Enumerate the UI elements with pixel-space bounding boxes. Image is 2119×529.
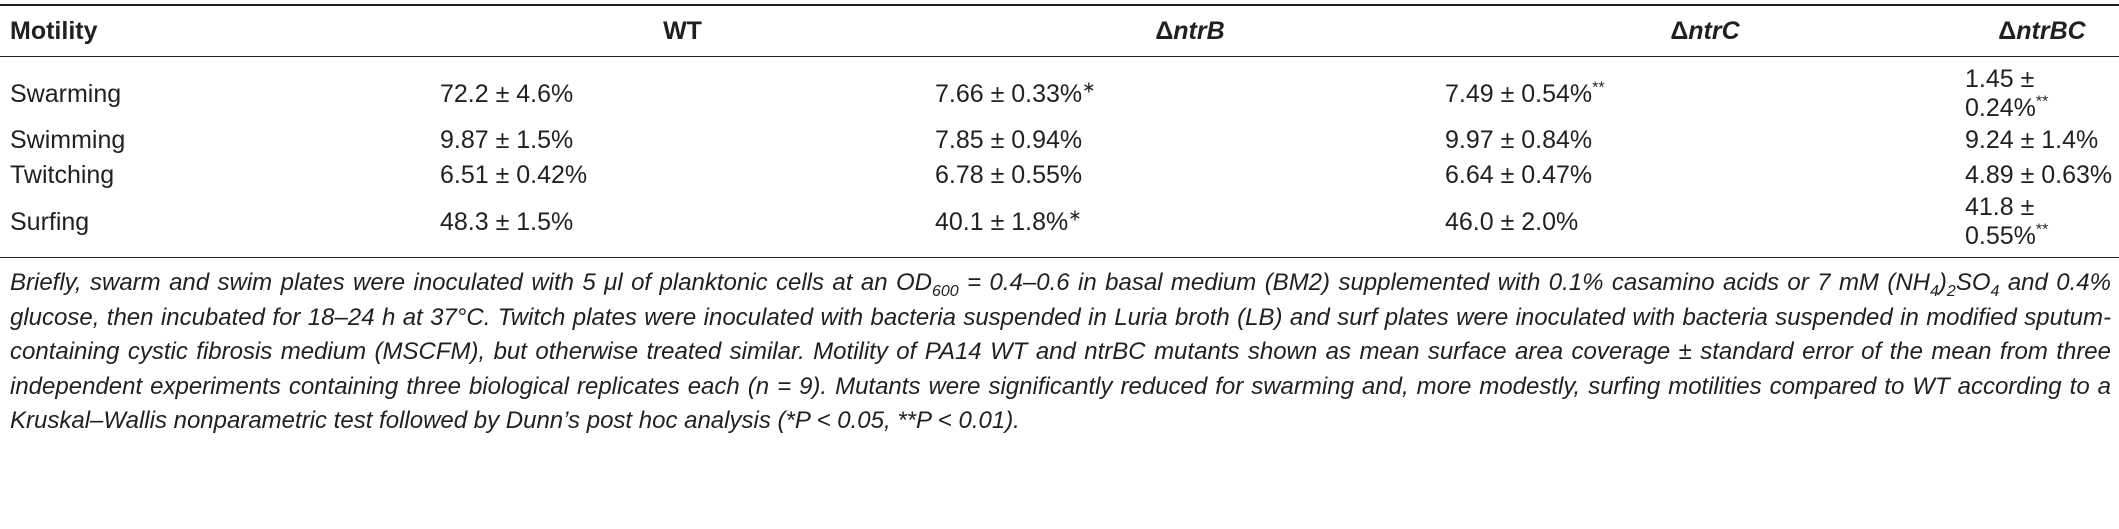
- header-symbol: Δ: [1155, 16, 1174, 45]
- cell-text: 40.1 ± 1.8%: [935, 207, 1069, 236]
- table-row: Surfing 48.3 ± 1.5% 40.1 ± 1.8%∗ 46.0 ± 2.0…: [0, 193, 2119, 258]
- cell: 7.49 ± 0.54%**: [1445, 57, 1965, 124]
- footnote-text: = 0.4–0.6 in basal medium (BM2) suppleme…: [958, 269, 1930, 296]
- cell-text: 46.0 ± 2.0%: [1445, 207, 1579, 236]
- row-label: Swarming: [0, 57, 430, 124]
- column-header: Motility: [0, 5, 430, 57]
- cell-text: 9.97 ± 0.84%: [1445, 126, 1593, 154]
- row-label: Twitching: [0, 158, 430, 193]
- cell-text: 72.2 ± 4.6%: [440, 79, 574, 108]
- cell-text: 4.89 ± 0.63%: [1965, 161, 2113, 189]
- significance-mark: ∗: [1068, 207, 1082, 225]
- subscript: 4: [1990, 282, 2000, 300]
- table-row: Swarming 72.2 ± 4.6% 7.66 ± 0.33%∗ 7.49 ± 0…: [0, 57, 2119, 124]
- cell-text: Swimming: [10, 126, 126, 154]
- header-text: Motility: [10, 16, 98, 45]
- data-table: Motility WT ΔntrB ΔntrC ΔntrBC Swarming 72.2 …: [0, 4, 2119, 258]
- subscript: 600: [931, 282, 959, 300]
- cell: 48.3 ± 1.5%: [430, 193, 935, 258]
- cell-text: 9.87 ± 1.5%: [440, 126, 574, 154]
- cell: 6.64 ± 0.47%: [1445, 158, 1965, 193]
- cell-text: 7.66 ± 0.33%: [935, 79, 1083, 108]
- significance-mark: ∗: [1082, 79, 1096, 97]
- cell: 7.66 ± 0.33%∗: [935, 57, 1445, 124]
- column-header: ΔntrB: [935, 5, 1445, 57]
- significance-mark: **: [2035, 221, 2049, 239]
- footnote-text: and 0.4% glucose, then incubated for 18–…: [10, 269, 2111, 434]
- cell: 6.51 ± 0.42%: [430, 158, 935, 193]
- column-header: ΔntrC: [1445, 5, 1965, 57]
- header-gene: ntrB: [1173, 16, 1225, 45]
- cell: 7.85 ± 0.94%: [935, 123, 1445, 158]
- header-gene: ntrC: [1688, 16, 1740, 45]
- subscript: 2: [1946, 282, 1956, 300]
- cell: 1.45 ± 0.24%**: [1965, 57, 2119, 124]
- cell: 9.24 ± 1.4%: [1965, 123, 2119, 158]
- cell-text: Twitching: [10, 161, 115, 189]
- cell-text: Surfing: [10, 207, 90, 236]
- row-label: Surfing: [0, 193, 430, 258]
- footnote-text: Briefly, swarm and swim plates were inoc…: [10, 269, 932, 296]
- cell: 41.8 ± 0.55%**: [1965, 193, 2119, 258]
- row-label: Swimming: [0, 123, 430, 158]
- header-row: Motility WT ΔntrB ΔntrC ΔntrBC: [0, 5, 2119, 57]
- header-gene: ntrBC: [2016, 16, 2086, 45]
- cell: 4.89 ± 0.63%: [1965, 158, 2119, 193]
- column-header: WT: [430, 5, 935, 57]
- cell: 40.1 ± 1.8%∗: [935, 193, 1445, 258]
- cell: 46.0 ± 2.0%: [1445, 193, 1965, 258]
- cell-text: 48.3 ± 1.5%: [440, 207, 574, 236]
- footnote-text: ): [1938, 269, 1947, 296]
- cell-text: 6.78 ± 0.55%: [935, 161, 1083, 189]
- cell-text: 6.51 ± 0.42%: [440, 161, 588, 189]
- cell: 72.2 ± 4.6%: [430, 57, 935, 124]
- cell-text: 1.45 ± 0.24%: [1965, 65, 2036, 122]
- header-text: WT: [663, 16, 702, 45]
- table-body: Swarming 72.2 ± 4.6% 7.66 ± 0.33%∗ 7.49 ± 0…: [0, 57, 2119, 258]
- column-header: ΔntrBC: [1965, 5, 2119, 57]
- significance-mark: **: [2035, 93, 2049, 111]
- cell-text: 7.85 ± 0.94%: [935, 126, 1083, 154]
- footnote: Briefly, swarm and swim plates were inoc…: [10, 266, 2111, 439]
- significance-mark: **: [1592, 79, 1605, 97]
- subscript: 4: [1930, 282, 1939, 300]
- cell-text: 9.24 ± 1.4%: [1965, 126, 2099, 154]
- cell: 9.87 ± 1.5%: [430, 123, 935, 158]
- header-symbol: Δ: [1998, 16, 2017, 45]
- table-header: Motility WT ΔntrB ΔntrC ΔntrBC: [0, 5, 2119, 57]
- table-row: Swimming 9.87 ± 1.5% 7.85 ± 0.94% 9.97 ± 0.…: [0, 123, 2119, 158]
- cell-text: 41.8 ± 0.55%: [1965, 193, 2036, 250]
- cell-text: 7.49 ± 0.54%: [1445, 79, 1593, 108]
- header-symbol: Δ: [1670, 16, 1689, 45]
- cell: 6.78 ± 0.55%: [935, 158, 1445, 193]
- table-row: Twitching 6.51 ± 0.42% 6.78 ± 0.55% 6.64 ± …: [0, 158, 2119, 193]
- footnote-text: SO: [1955, 269, 1991, 296]
- cell-text: Swarming: [10, 79, 122, 108]
- cell: 9.97 ± 0.84%: [1445, 123, 1965, 158]
- body: {"table":{ "header":[ {"text":"Motility"…: [0, 4, 2119, 529]
- cell-text: 6.64 ± 0.47%: [1445, 161, 1593, 189]
